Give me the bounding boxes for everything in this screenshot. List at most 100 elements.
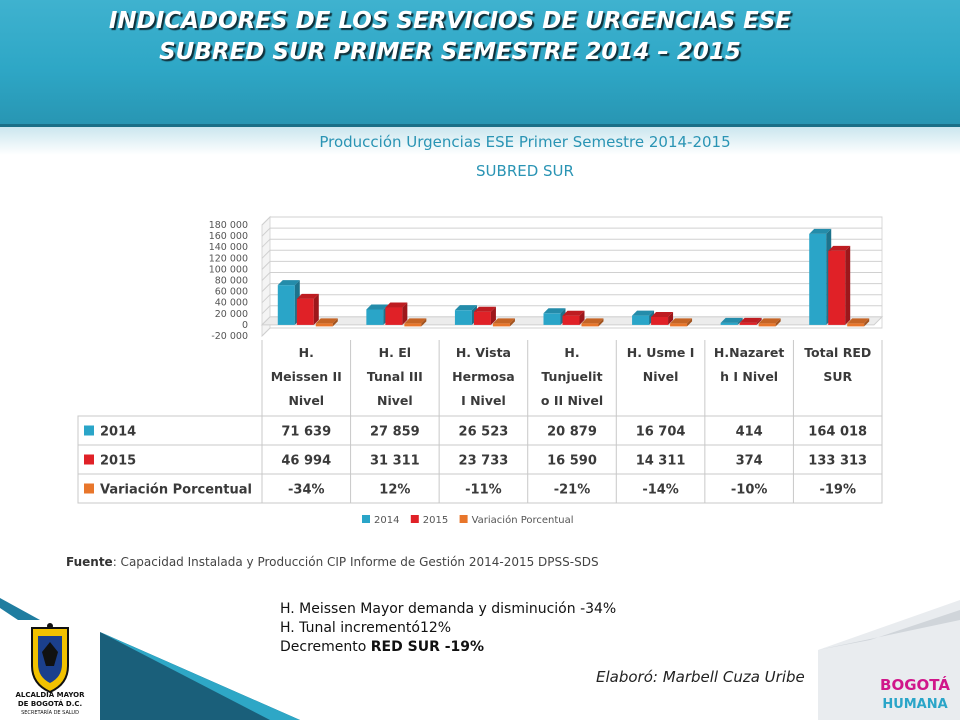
gridline [261, 249, 882, 259]
data-label: 20 879 [547, 425, 597, 440]
bar-front [492, 323, 510, 327]
data-label: 14 311 [636, 454, 686, 469]
bar-front [828, 250, 846, 325]
bar-front [758, 323, 776, 327]
bar-front [296, 298, 314, 325]
category-label: o II Nivel [541, 393, 603, 408]
series-row-label: Variación Porcentual [100, 483, 252, 498]
data-label: -10% [731, 483, 768, 498]
bogota-shield-icon [31, 623, 69, 694]
bar-top [739, 317, 762, 323]
data-label: 31 311 [370, 454, 420, 469]
y-tick-label: 0 [242, 320, 248, 331]
bar-2015 [651, 311, 674, 325]
y-tick-label: -20 000 [211, 331, 248, 342]
note-line-1: H. Meissen Mayor demanda y disminución -… [280, 601, 617, 617]
bar-top [670, 318, 693, 324]
bar-top [758, 318, 781, 324]
bar-2014 [454, 305, 477, 325]
gridline [261, 216, 882, 226]
category-label: H. Vista [456, 345, 511, 360]
category-label: H. Usme I [627, 345, 695, 360]
bar-front [632, 315, 650, 325]
category-label: H. [299, 345, 314, 360]
bar-side [421, 318, 427, 327]
data-label: 16 704 [636, 425, 686, 440]
bar-2014 [543, 308, 566, 325]
data-label: 164 018 [808, 425, 867, 440]
data-label: 133 313 [808, 454, 867, 469]
note-line-2: H. Tunal incrementó12% [280, 620, 452, 636]
legend-swatch [459, 515, 468, 523]
escudo-line1: ALCALDÍA MAYOR [15, 691, 85, 699]
bar-variación-porcentual [492, 318, 515, 327]
category-label: Nivel [288, 393, 324, 408]
bar-top [385, 302, 408, 308]
gridline [261, 272, 882, 281]
bar-front [454, 310, 472, 325]
bar-top [720, 317, 743, 323]
gridline [261, 227, 882, 237]
note-line-3: Decremento RED SUR -19% [280, 638, 616, 657]
slide-title: INDICADORES DE LOS SERVICIOS DE URGENCIA… [0, 6, 900, 68]
bar-front [404, 323, 422, 327]
legend-swatch [362, 515, 370, 523]
bar-front [277, 285, 295, 325]
note-line-3-prefix: Decremento [280, 639, 371, 655]
gridline [261, 294, 882, 304]
gridline [261, 238, 882, 248]
y-tick-label: 100 000 [209, 264, 248, 275]
data-label: 12% [379, 483, 410, 498]
y-tick-label: 140 000 [209, 242, 248, 253]
chart-title: Producción Urgencias ESE Primer Semestre… [319, 133, 731, 151]
bar-top [581, 318, 604, 324]
bar-side [756, 317, 762, 325]
category-label: I Nivel [461, 393, 506, 408]
bar-top [366, 304, 389, 310]
bar-side [598, 318, 604, 327]
category-label: Nivel [377, 393, 413, 408]
category-label: Nivel [643, 369, 679, 384]
category-label: Hermosa [452, 369, 515, 384]
bar-top [454, 305, 477, 311]
bar-2014 [632, 310, 655, 325]
bar-2015 [296, 293, 319, 325]
bar-side [313, 293, 319, 325]
bar-side [579, 310, 585, 325]
bar-front [473, 311, 491, 325]
bar-top [809, 228, 832, 234]
bar-variación-porcentual [581, 318, 604, 327]
source-label: Fuente [66, 555, 113, 569]
title-banner: INDICADORES DE LOS SERVICIOS DE URGENCIA… [0, 0, 960, 127]
slide-title-line2: SUBRED SUR PRIMER SEMESTRE 2014 – 2015 [159, 39, 741, 65]
category-label: Total RED [804, 345, 871, 360]
data-label: 46 994 [281, 454, 331, 469]
y-tick-label: 40 000 [215, 298, 248, 309]
bar-side [864, 318, 870, 327]
category-label: h I Nivel [720, 369, 778, 384]
bar-side [687, 318, 693, 327]
data-label: -19% [819, 483, 856, 498]
escudo-line2: DE BOGOTÁ D.C. [17, 700, 83, 708]
bar-front [366, 309, 384, 325]
bar-side [668, 311, 674, 325]
bar-side [402, 302, 408, 325]
chart-subtitle: SUBRED SUR [476, 162, 574, 180]
legend-swatch [410, 515, 419, 523]
data-label: 71 639 [281, 425, 331, 440]
bar-front [847, 323, 865, 327]
data-label: -21% [554, 483, 591, 498]
bar-top [562, 310, 585, 316]
bar-top [632, 310, 655, 316]
category-label: Tunal III [367, 369, 423, 384]
slide-decoration [0, 598, 960, 720]
data-label: -14% [642, 483, 679, 498]
bar-2015 [385, 302, 408, 325]
bar-top [651, 311, 674, 317]
bar-top [277, 280, 300, 286]
bogota-logo-word: BOGOTÁ [880, 675, 950, 694]
bar-2015 [828, 245, 851, 325]
bar-2014 [809, 228, 832, 325]
bar-top [315, 318, 338, 324]
